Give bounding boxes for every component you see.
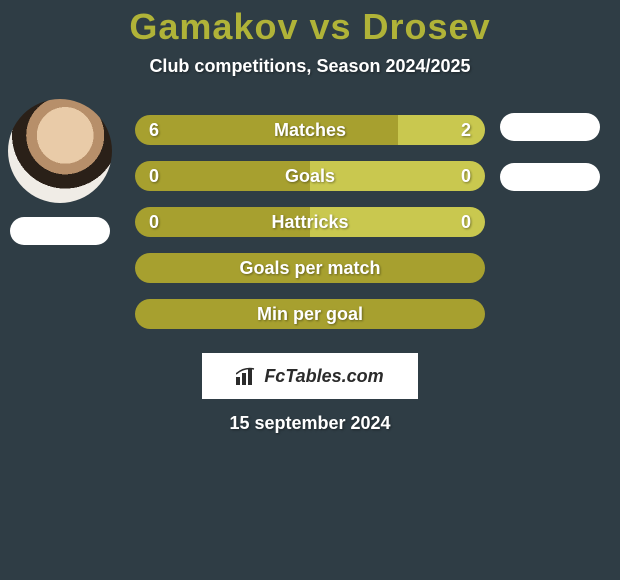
bar-label: Goals xyxy=(285,161,335,191)
bar-share-left xyxy=(135,115,398,145)
brand-box: FcTables.com xyxy=(202,353,418,399)
bar-share-left xyxy=(135,161,310,191)
bar-value-right: 0 xyxy=(461,207,471,237)
player-left xyxy=(8,99,112,245)
brand-text: FcTables.com xyxy=(264,366,383,387)
bar-value-left: 6 xyxy=(149,115,159,145)
stat-bar: Min per goal xyxy=(135,299,485,329)
stat-bar: Matches 6 2 xyxy=(135,115,485,145)
bar-value-right: 2 xyxy=(461,115,471,145)
bar-value-left: 0 xyxy=(149,161,159,191)
avatar-image-placeholder xyxy=(8,99,112,203)
stat-bar: Hattricks 0 0 xyxy=(135,207,485,237)
stat-bar: Goals 0 0 xyxy=(135,161,485,191)
comparison-area: Matches 6 2 Goals 0 0 Hattricks 0 0 Goals per mat… xyxy=(0,115,620,329)
bar-share-right xyxy=(398,115,486,145)
bar-label: Hattricks xyxy=(271,207,348,237)
page-title: Gamakov vs Drosev xyxy=(129,6,490,48)
bar-value-right: 0 xyxy=(461,161,471,191)
bar-share-right xyxy=(310,161,485,191)
player-name-pill xyxy=(500,163,600,191)
stats-bars: Matches 6 2 Goals 0 0 Hattricks 0 0 Goals per mat… xyxy=(135,115,485,329)
avatar xyxy=(8,99,112,203)
comparison-card: Gamakov vs Drosev Club competitions, Sea… xyxy=(0,0,620,580)
player-right xyxy=(500,99,600,191)
stat-bar: Goals per match xyxy=(135,253,485,283)
date-text: 15 september 2024 xyxy=(229,413,390,434)
bar-chart-icon xyxy=(236,367,258,385)
bar-label: Goals per match xyxy=(239,253,380,283)
bar-label: Min per goal xyxy=(257,299,363,329)
player-name-pill xyxy=(10,217,110,245)
bar-value-left: 0 xyxy=(149,207,159,237)
bar-label: Matches xyxy=(274,115,346,145)
player-name-pill xyxy=(500,113,600,141)
subtitle: Club competitions, Season 2024/2025 xyxy=(149,56,470,77)
